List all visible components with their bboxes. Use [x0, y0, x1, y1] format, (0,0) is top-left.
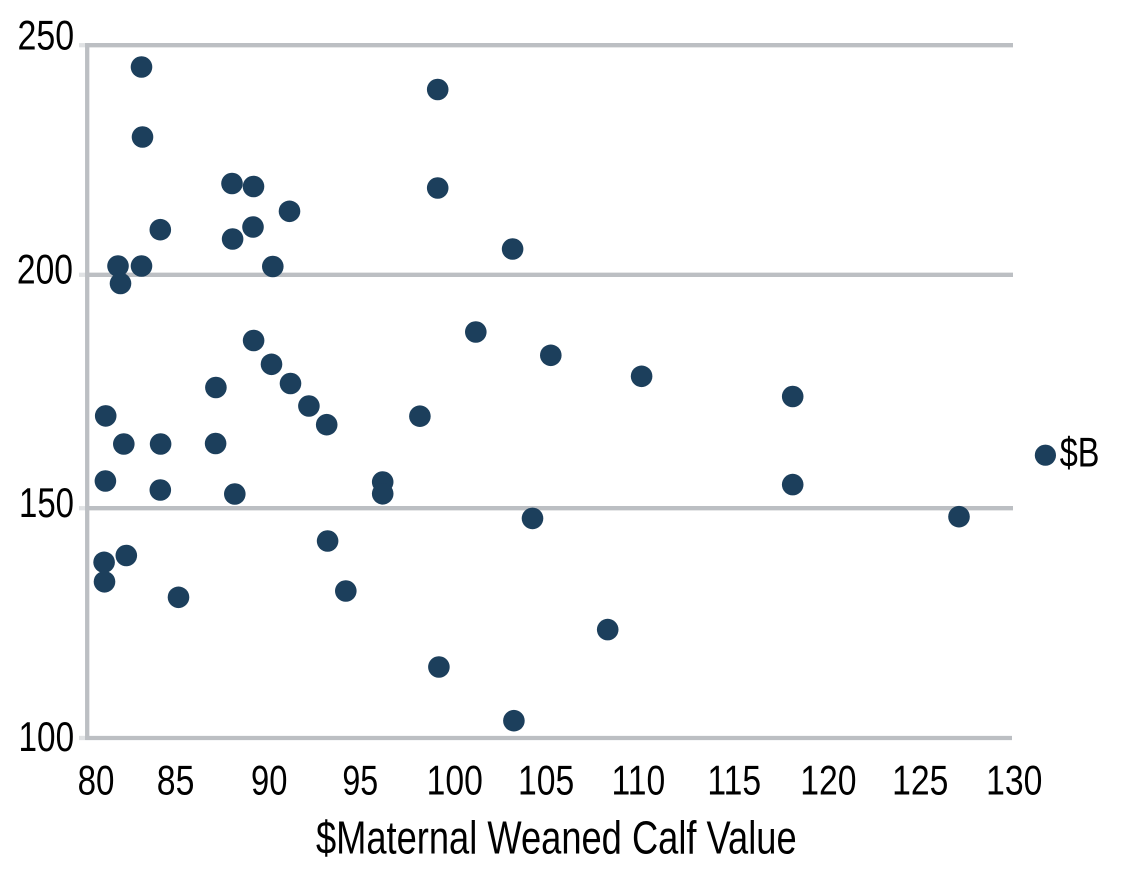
svg-text:90: 90	[251, 757, 287, 804]
svg-text:150: 150	[19, 479, 74, 526]
svg-text:110: 110	[612, 758, 666, 804]
svg-text:200: 200	[17, 247, 73, 293]
svg-text:125: 125	[892, 758, 948, 804]
svg-text:95: 95	[342, 756, 378, 803]
svg-text:100: 100	[19, 714, 75, 761]
svg-text:80: 80	[78, 758, 115, 805]
svg-text:115: 115	[707, 758, 761, 804]
svg-text:$Maternal Weaned Calf Value: $Maternal Weaned Calf Value	[316, 811, 797, 863]
svg-text:$B: $B	[1060, 429, 1100, 476]
svg-text:85: 85	[157, 757, 195, 804]
svg-text:120: 120	[800, 758, 856, 804]
svg-text:105: 105	[518, 758, 574, 804]
svg-text:100: 100	[427, 758, 483, 804]
svg-text:130: 130	[986, 758, 1042, 804]
svg-text:250: 250	[17, 12, 74, 59]
